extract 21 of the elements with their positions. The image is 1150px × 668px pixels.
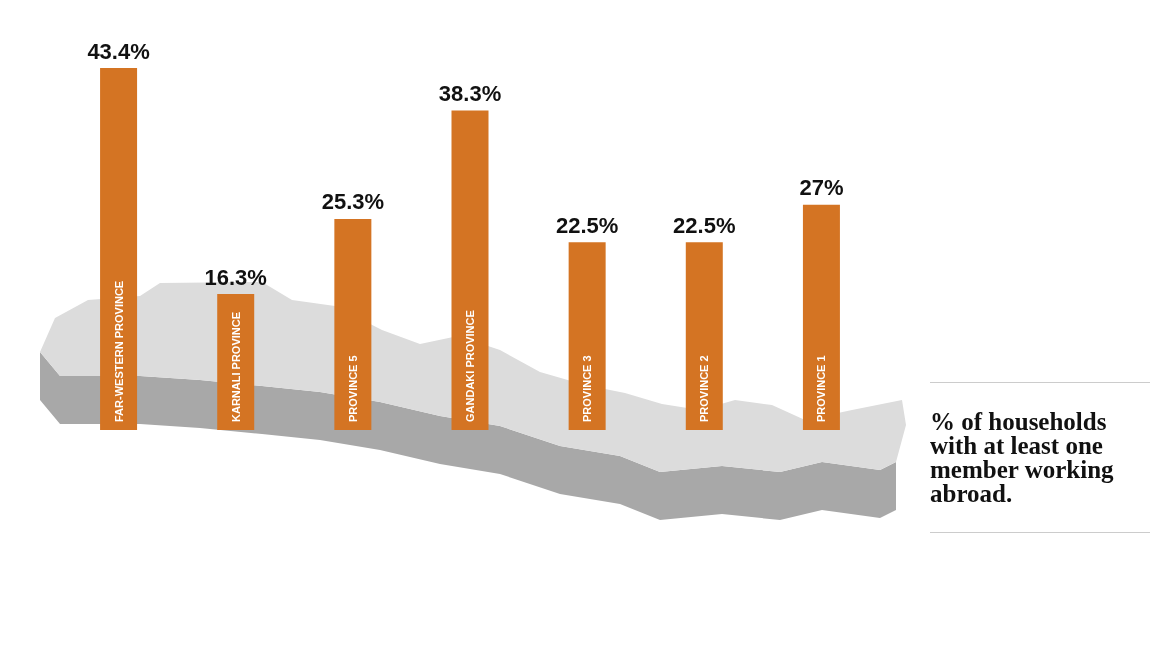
data-label: 43.4% (87, 38, 150, 64)
text: % of households with at least one member working abroad. (930, 407, 1115, 507)
data-label: 38.3% (438, 81, 502, 107)
x-tick-label: PROVINCE 1 (815, 355, 828, 422)
bar (802, 204, 840, 430)
data-label: 22.5% (673, 212, 736, 238)
bar (334, 218, 372, 430)
x-tick-label: PROVINCE 3 (581, 355, 594, 422)
bar (451, 110, 489, 430)
x-tick-label: GANDAKI PROVINCE (464, 310, 476, 422)
bar (100, 68, 138, 430)
x-tick-label: KARNALI PROVINCE (229, 311, 242, 422)
x-tick-label: PROVINCE 2 (698, 355, 711, 422)
data-label: 27% (799, 175, 844, 201)
data-label: 16.3% (204, 264, 267, 290)
data-label: 25.3% (321, 189, 385, 215)
bar (685, 242, 723, 430)
x-tick-label: PROVINCE 5 (346, 355, 359, 422)
data-label: 22.5% (555, 212, 619, 238)
x-tick-label: FAR-WESTERN PROVINCE (112, 280, 125, 422)
bar (568, 242, 606, 430)
